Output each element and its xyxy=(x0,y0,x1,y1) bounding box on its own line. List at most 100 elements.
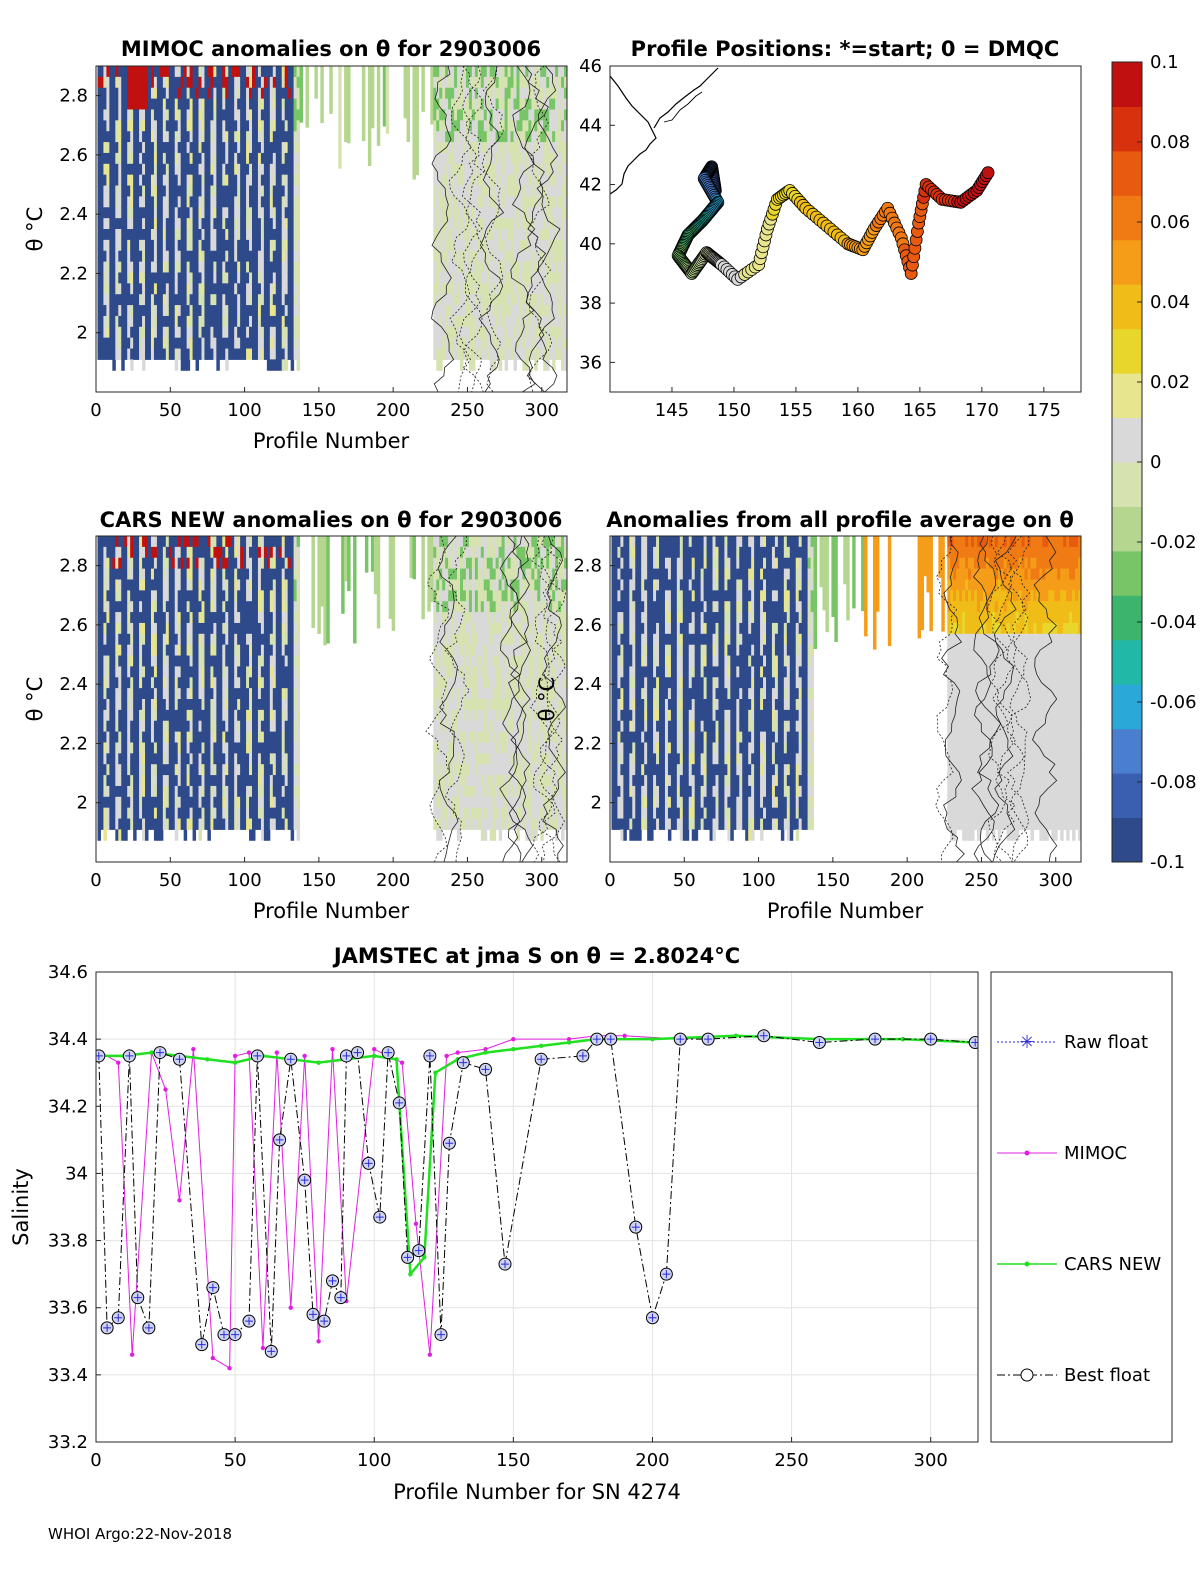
x-tick-label: 170 xyxy=(965,400,999,421)
heatmap-cell xyxy=(180,218,185,230)
heatmap-cell xyxy=(136,305,140,317)
heatmap-cell xyxy=(510,315,515,328)
heatmap-cell xyxy=(159,120,164,132)
heatmap-cell xyxy=(124,546,128,559)
heatmap-cell xyxy=(133,261,137,273)
heatmap-cell xyxy=(148,185,152,197)
heatmap-cell xyxy=(124,709,128,722)
heatmap-cell xyxy=(249,709,253,722)
heatmap-cell xyxy=(534,272,538,284)
heatmap-cell xyxy=(153,764,158,776)
heatmap-cell xyxy=(243,688,247,700)
heatmap-cell xyxy=(525,66,529,78)
heatmap-cell xyxy=(165,666,170,678)
heatmap-cell xyxy=(439,174,443,187)
heatmap-cell xyxy=(130,568,134,580)
heatmap-cell xyxy=(139,174,143,187)
heatmap-cell xyxy=(228,229,232,241)
heatmap-cell xyxy=(240,185,244,197)
heatmap-cell xyxy=(454,152,458,165)
heatmap-cell xyxy=(112,536,116,548)
heatmap-cell xyxy=(142,163,146,176)
heatmap-cell xyxy=(207,590,211,602)
heatmap-cell xyxy=(504,229,509,241)
heatmap-cell xyxy=(192,207,197,219)
heatmap-cell xyxy=(118,807,122,820)
heatmap-cell xyxy=(266,337,271,350)
heatmap-cell xyxy=(136,796,140,809)
heatmap-cell xyxy=(225,337,229,350)
heatmap-cell xyxy=(133,152,137,165)
heatmap-cell xyxy=(474,337,479,350)
heatmap-cell xyxy=(189,196,194,208)
heatmap-cell xyxy=(231,731,235,743)
heatmap-cell xyxy=(207,283,211,295)
heatmap-cell xyxy=(516,207,520,219)
heatmap-cell xyxy=(254,568,259,580)
heatmap-cell xyxy=(240,666,244,678)
heatmap-cell xyxy=(136,753,140,765)
heatmap-cell xyxy=(275,283,280,295)
heatmap-cell xyxy=(225,305,229,317)
heatmap-cell xyxy=(296,218,301,230)
heatmap-cell xyxy=(260,185,265,197)
heatmap-cell xyxy=(468,185,473,197)
heatmap-cell xyxy=(552,163,556,176)
heatmap-cell xyxy=(522,196,526,208)
heatmap-cell xyxy=(266,229,271,241)
heatmap-cell xyxy=(546,87,550,100)
heatmap-cell xyxy=(133,579,137,591)
heatmap-cell xyxy=(148,229,152,241)
heatmap-cell xyxy=(115,568,119,580)
heatmap-cell xyxy=(454,283,458,295)
heatmap-cell xyxy=(174,152,179,165)
heatmap-cell xyxy=(207,699,211,711)
heatmap-cell xyxy=(130,294,134,306)
heatmap-cell xyxy=(278,120,283,132)
heatmap-cell xyxy=(195,305,200,317)
heatmap-cell xyxy=(183,326,188,339)
heatmap-cell xyxy=(263,272,268,284)
heatmap-cell xyxy=(275,294,280,306)
heatmap-cell xyxy=(136,348,140,360)
heatmap-cell xyxy=(139,764,143,776)
heatmap-cell xyxy=(507,261,512,273)
heatmap-cell xyxy=(442,174,446,187)
heatmap-cell xyxy=(150,720,155,733)
heatmap-cell xyxy=(222,239,226,252)
heatmap-cell xyxy=(136,622,140,635)
heatmap-cell xyxy=(263,207,268,219)
heatmap-cell xyxy=(275,261,280,273)
heatmap-cell xyxy=(234,764,238,776)
heatmap-cell xyxy=(460,359,464,371)
heatmap-cell xyxy=(237,87,241,100)
heatmap-cell xyxy=(249,764,253,776)
heatmap-cell xyxy=(249,120,253,132)
heatmap-cell xyxy=(516,87,520,100)
heatmap-cell xyxy=(243,98,247,110)
heatmap-cell xyxy=(207,131,211,143)
heatmap-cell xyxy=(115,699,119,711)
heatmap-cell xyxy=(510,185,515,197)
heatmap-cell xyxy=(168,120,173,132)
heatmap-cell xyxy=(272,359,277,371)
heatmap-cell xyxy=(454,174,458,187)
heatmap-cell xyxy=(219,785,223,798)
heatmap-cell xyxy=(192,699,197,711)
heatmap-cell xyxy=(112,272,116,284)
heatmap-cell xyxy=(139,109,143,121)
heatmap-cell xyxy=(159,326,164,339)
heatmap-cell xyxy=(501,142,506,154)
heatmap-cell xyxy=(252,174,256,187)
heatmap-cell xyxy=(171,337,176,350)
heatmap-cell xyxy=(204,818,208,830)
heatmap-cell xyxy=(130,207,134,219)
heatmap-cell xyxy=(260,688,265,700)
heatmap-cell xyxy=(531,98,535,110)
heatmap-cell xyxy=(109,796,113,809)
heatmap-cell xyxy=(462,315,467,328)
heatmap-cell xyxy=(216,239,220,252)
heatmap-cell xyxy=(537,305,541,317)
heatmap-cell xyxy=(555,305,559,317)
heatmap-cell xyxy=(121,98,125,110)
